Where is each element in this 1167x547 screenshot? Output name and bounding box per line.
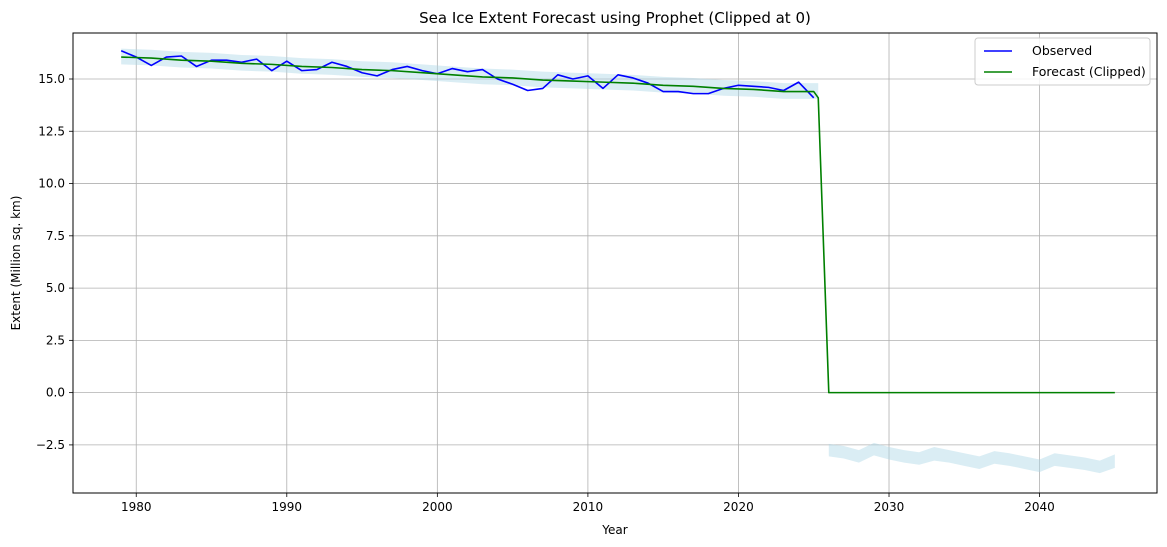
y-tick-label: 10.0 (38, 177, 65, 191)
x-tick-label: 2010 (573, 500, 604, 514)
y-tick-label: −2.5 (36, 438, 65, 452)
series-lines (120, 50, 1115, 394)
x-axis-label: Year (601, 523, 627, 537)
y-axis-ticks: −2.5 0.0 2.5 5.0 7.5 10.0 12.5 15.0 (36, 72, 73, 452)
legend: Observed Forecast (Clipped) (974, 37, 1151, 86)
x-tick-label: 2020 (723, 500, 754, 514)
chart-title: Sea Ice Extent Forecast using Prophet (C… (419, 9, 811, 27)
observed-line (120, 50, 815, 99)
y-axis-label: Extent (Million sq. km) (9, 196, 23, 331)
plot-area-frame (72, 32, 1158, 494)
x-tick-label: 1990 (272, 500, 303, 514)
legend-box (974, 37, 1151, 86)
y-tick-label: 15.0 (38, 72, 65, 86)
y-tick-label: 2.5 (46, 333, 65, 347)
y-tick-label: 7.5 (46, 229, 65, 243)
x-tick-label: 2000 (422, 500, 453, 514)
x-tick-label: 1980 (121, 500, 152, 514)
uncertainty-band (121, 48, 1115, 474)
legend-label-observed: Observed (1032, 43, 1092, 58)
x-tick-label: 2040 (1024, 500, 1055, 514)
x-axis-ticks: 1980 1990 2000 2010 2020 2030 2040 (121, 493, 1055, 514)
x-tick-label: 2030 (874, 500, 905, 514)
forecast-line (121, 56, 1115, 394)
legend-label-forecast: Forecast (Clipped) (1032, 64, 1146, 79)
y-tick-label: 12.5 (38, 124, 65, 138)
grid-lines (73, 33, 1157, 493)
y-tick-label: 0.0 (46, 386, 65, 400)
uncertainty-band-future (828, 442, 1115, 474)
y-tick-label: 5.0 (46, 281, 65, 295)
uncertainty-band-history (121, 48, 819, 99)
